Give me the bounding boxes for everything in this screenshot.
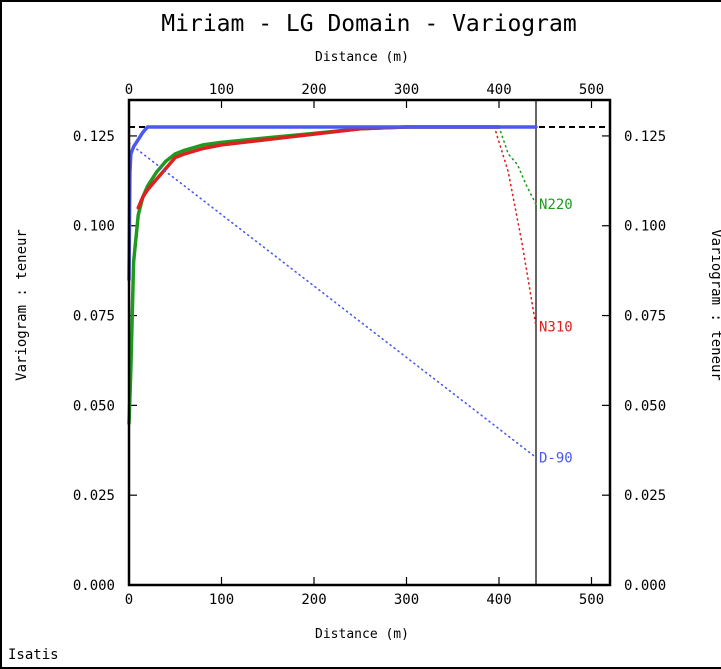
y-tick-label-right: 0.025 [624, 488, 666, 504]
series-label-d-90: D-90 [539, 450, 573, 466]
y-tick-label-right: 0.075 [624, 309, 666, 325]
plot-area-frame [127, 98, 612, 587]
y-tick-label-left: 0.025 [73, 488, 115, 504]
y-tick-label-right: 0.000 [624, 578, 666, 594]
chart-title: Miriam - LG Domain - Variogram [161, 11, 576, 37]
series-line-d-90-dotted [128, 142, 537, 459]
x-tick-label-bottom: 300 [394, 592, 419, 608]
series-line-n220-dotted [498, 126, 537, 205]
x-tick-label-bottom: 200 [301, 592, 326, 608]
x-tick-label-top: 200 [301, 82, 326, 98]
x-tick-label-bottom: 400 [486, 592, 511, 608]
y-tick-label-right: 0.050 [624, 398, 666, 414]
series-line-n310-dotted [493, 126, 537, 328]
x-tick-label-top: 0 [125, 82, 133, 98]
series-label-n310: N310 [539, 319, 573, 335]
y-tick-label-right: 0.100 [624, 219, 666, 235]
x-tick-label-top: 500 [579, 82, 604, 98]
y-tick-label-left: 0.000 [73, 578, 115, 594]
y-tick-label-right: 0.125 [624, 129, 666, 145]
y-tick-label-left: 0.125 [73, 129, 115, 145]
y-axis-label-left: Variogram : teneur [14, 229, 30, 381]
x-tick-label-top: 300 [394, 82, 419, 98]
y-tick-label-left: 0.075 [73, 309, 115, 325]
series-line-n220-solid [127, 125, 501, 426]
y-axis-label-right: Variogram : teneur [708, 229, 721, 381]
series-label-n220: N220 [539, 197, 573, 213]
x-tick-label-bottom: 100 [209, 592, 234, 608]
series-line-n310-solid [136, 125, 501, 210]
app-footer-label: Isatis [8, 647, 59, 663]
y-tick-label-left: 0.100 [73, 219, 115, 235]
x-tick-label-bottom: 500 [579, 592, 604, 608]
x-axis-label-top: Distance (m) [315, 50, 409, 65]
x-tick-label-top: 100 [209, 82, 234, 98]
x-tick-label-top: 400 [486, 82, 511, 98]
x-tick-label-bottom: 0 [125, 592, 133, 608]
x-axis-label-bottom: Distance (m) [315, 627, 409, 642]
y-tick-label-left: 0.050 [73, 398, 115, 414]
